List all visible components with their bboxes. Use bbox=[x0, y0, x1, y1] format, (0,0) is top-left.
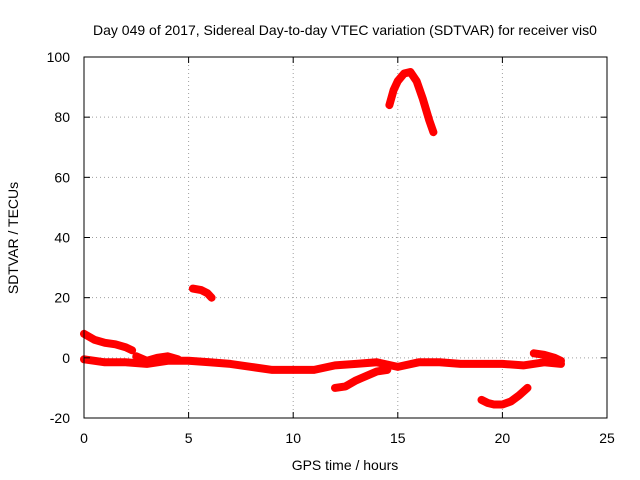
y-tick-label: 100 bbox=[47, 49, 71, 65]
series-hump-2-4h bbox=[132, 352, 183, 365]
y-tick-label: 80 bbox=[54, 109, 70, 125]
x-tick-label: 25 bbox=[599, 430, 615, 446]
x-tick-label: 10 bbox=[285, 430, 301, 446]
x-tick-label: 15 bbox=[390, 430, 406, 446]
x-tick-label: 5 bbox=[185, 430, 193, 446]
data-series bbox=[80, 68, 565, 409]
series-early-decay bbox=[80, 329, 137, 355]
x-axis-label: GPS time / hours bbox=[292, 457, 399, 473]
y-tick-label: -20 bbox=[50, 410, 70, 426]
x-tick-label: 20 bbox=[495, 430, 511, 446]
series-hump-22h bbox=[529, 349, 565, 365]
series-arc-5h bbox=[188, 284, 216, 302]
y-tick-label: 20 bbox=[54, 290, 70, 306]
y-tick-labels: -20 0 20 40 60 80 100 bbox=[47, 49, 71, 426]
y-tick-label: 40 bbox=[54, 230, 70, 246]
y-tick-label: 0 bbox=[62, 350, 70, 366]
y-tick-label: 60 bbox=[54, 169, 70, 185]
axis-ticks bbox=[83, 56, 608, 419]
series-baseline bbox=[80, 355, 565, 374]
x-tick-label: 0 bbox=[80, 430, 88, 446]
series-dip-19-21h bbox=[477, 383, 532, 409]
series-peak-arc bbox=[385, 68, 438, 137]
x-tick-labels: 0 5 10 15 20 25 bbox=[80, 430, 615, 446]
y-axis-label: SDTVAR / TECUs bbox=[5, 182, 21, 294]
chart-title: Day 049 of 2017, Sidereal Day-to-day VTE… bbox=[93, 22, 597, 38]
series-dip-12-14h bbox=[331, 365, 392, 392]
